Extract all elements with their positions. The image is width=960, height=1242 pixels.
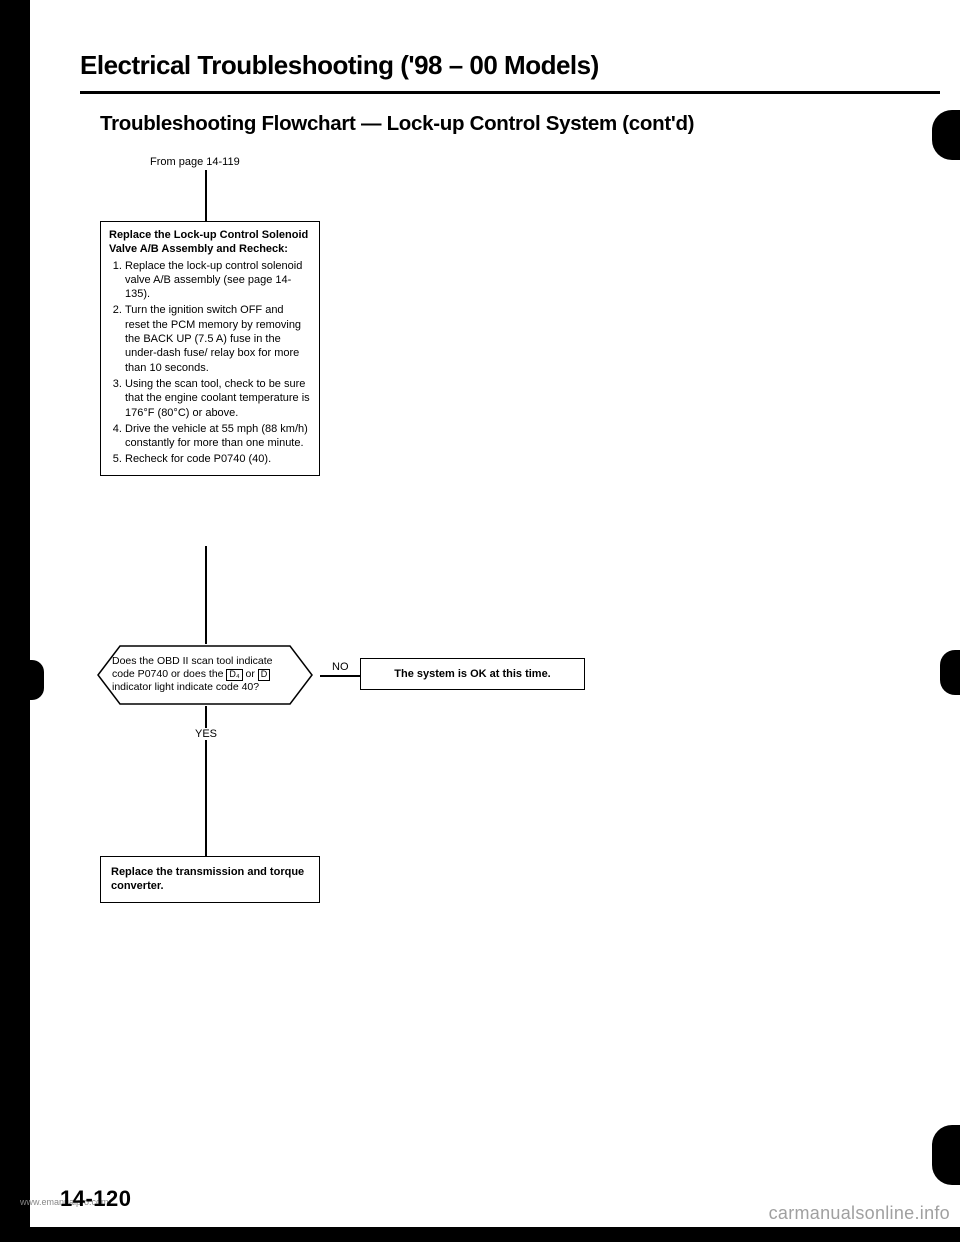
page-number: 14-120 [60, 1186, 132, 1212]
thumb-tab-2 [940, 650, 960, 695]
from-page-ref: From page 14-119 [150, 156, 240, 168]
content-area: Electrical Troubleshooting ('98 – 00 Mod… [80, 50, 940, 1056]
step-1: Replace the lock-up control solenoid val… [125, 259, 311, 302]
decision-line2b: or [243, 668, 258, 680]
step-2: Turn the ignition switch OFF and reset t… [125, 303, 311, 374]
page: Electrical Troubleshooting ('98 – 00 Mod… [0, 0, 960, 1242]
scan-edge-left [0, 0, 30, 1242]
branch-label-yes: YES [195, 728, 217, 740]
decision-line3: indicator light indicate code 40? [112, 681, 259, 693]
connector-line [205, 546, 207, 644]
decision-line2a: code P0740 or does the [112, 668, 226, 680]
process-heading: Replace the Lock-up Control Solenoid Val… [109, 229, 308, 255]
decision-diamond: Does the OBD II scan tool indicate code … [90, 644, 320, 706]
connector-line [205, 170, 207, 221]
step-4: Drive the vehicle at 55 mph (88 km/h) co… [125, 422, 311, 451]
thumb-tab-3 [932, 1125, 960, 1185]
watermark-right: carmanualsonline.info [769, 1203, 950, 1224]
connector-line [320, 675, 360, 677]
flowchart: From page 14-119 Replace the Lock-up Con… [80, 156, 940, 1056]
step-3: Using the scan tool, check to be sure th… [125, 377, 311, 420]
process-steps: Replace the lock-up control solenoid val… [109, 259, 311, 467]
decision-line1: Does the OBD II scan tool indicate [112, 655, 273, 667]
terminal-box-replace: Replace the transmission and torque conv… [100, 856, 320, 903]
scan-tab-left [30, 660, 44, 700]
d4-indicator-glyph: D₄ [226, 669, 242, 681]
d-indicator-glyph: D [258, 669, 271, 681]
process-box-replace: Replace the Lock-up Control Solenoid Val… [100, 221, 320, 476]
result-box-ok: The system is OK at this time. [360, 658, 585, 690]
step-5: Recheck for code P0740 (40). [125, 452, 311, 466]
page-title: Electrical Troubleshooting ('98 – 00 Mod… [80, 50, 940, 81]
title-rule [80, 91, 940, 94]
branch-label-no: NO [332, 661, 349, 673]
scan-edge-bottom [0, 1227, 960, 1242]
section-subtitle: Troubleshooting Flowchart — Lock-up Cont… [100, 112, 940, 136]
decision-text: Does the OBD II scan tool indicate code … [112, 655, 298, 694]
